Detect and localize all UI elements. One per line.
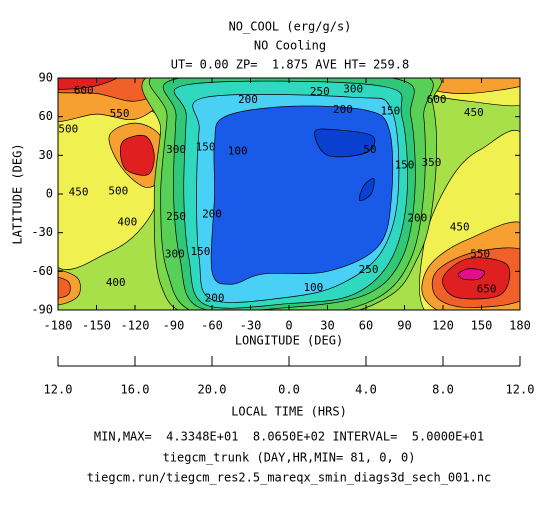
contour-label: 400 xyxy=(106,276,126,289)
contour-label: 50 xyxy=(363,143,376,156)
contour-label: 650 xyxy=(477,282,497,295)
contour-label: 150 xyxy=(395,159,415,172)
y-tick-label: -90 xyxy=(31,303,53,317)
contour-label: 200 xyxy=(407,211,427,224)
contour-label: 350 xyxy=(422,156,442,169)
lt-tick-label: 4.0 xyxy=(355,383,377,397)
contour-label: 600 xyxy=(427,93,447,106)
lt-tick-label: 12.0 xyxy=(506,383,535,397)
x-tick-label: 180 xyxy=(509,319,531,333)
contour-label: 100 xyxy=(228,144,248,157)
contour-label: 250 xyxy=(310,85,330,98)
contour-region xyxy=(119,134,155,176)
lt-tick-label: 20.0 xyxy=(198,383,227,397)
contour-label: 500 xyxy=(108,184,128,197)
contour-label: 250 xyxy=(166,210,186,223)
contour-label: 150 xyxy=(380,105,400,118)
contour-label: 300 xyxy=(343,83,363,96)
chart-info: UT= 0.00 ZP= 1.875 AVE HT= 259.8 xyxy=(171,58,409,72)
x-tick-label: 60 xyxy=(359,319,373,333)
lt-axis-label: LOCAL TIME (HRS) xyxy=(231,405,347,419)
contour-label: 550 xyxy=(110,107,130,120)
y-tick-label: -30 xyxy=(31,225,53,239)
x-axis-label: LONGITUDE (DEG) xyxy=(235,334,343,348)
y-tick-label: -60 xyxy=(31,264,53,278)
contour-label: 200 xyxy=(333,103,353,116)
contour-label: 300 xyxy=(166,143,186,156)
contour-region xyxy=(58,78,119,90)
contour-region xyxy=(457,268,485,281)
contour-field: 600 550 500 500 450 400 400 300 250 300 150 100 200 1… xyxy=(58,78,520,310)
contour-label: 150 xyxy=(196,141,216,154)
footer-line: tiegcm.run/tiegcm_res2.5_mareqx_smin_dia… xyxy=(87,471,492,485)
x-tick-label: 0 xyxy=(285,319,292,333)
footer-line: tiegcm_trunk (DAY,HR,MIN= 81, 0, 0) xyxy=(163,451,416,465)
lt-tick-label: 16.0 xyxy=(121,383,150,397)
y-tick-label: 90 xyxy=(39,71,53,85)
contour-label: 200 xyxy=(205,291,225,304)
y-tick-label: 60 xyxy=(39,109,53,123)
x-tick-label: -30 xyxy=(240,319,262,333)
contour-label: 500 xyxy=(58,123,78,136)
contour-label: 450 xyxy=(464,106,484,119)
x-tick-label: 90 xyxy=(397,319,411,333)
x-tick-label: -150 xyxy=(82,319,111,333)
footer-line: MIN,MAX= 4.3348E+01 8.0650E+02 INTERVAL=… xyxy=(94,430,484,444)
contour-label: 600 xyxy=(74,84,94,97)
contour-label: 100 xyxy=(303,281,323,294)
contour-label: 200 xyxy=(202,208,222,221)
contour-label: 400 xyxy=(117,215,137,228)
contour-label: 450 xyxy=(450,221,470,234)
contour-label: 200 xyxy=(238,93,258,106)
y-axis-label: LATITUDE (DEG) xyxy=(11,143,25,244)
contour-region xyxy=(358,178,375,202)
y-tick-label: 0 xyxy=(46,187,53,201)
contour-label: 300 xyxy=(165,248,185,261)
lt-tick-label: 0.0 xyxy=(278,383,300,397)
chart-subtitle: NO Cooling xyxy=(254,39,326,53)
contour-region xyxy=(58,276,71,299)
chart-title: NO_COOL (erg/g/s) xyxy=(229,20,352,34)
y-tick-label: 30 xyxy=(39,148,53,162)
contour-region xyxy=(314,128,376,158)
contour-label: 550 xyxy=(470,248,490,261)
contour-label: 150 xyxy=(191,245,211,258)
x-tick-label: -120 xyxy=(121,319,150,333)
contour-label: 450 xyxy=(69,186,89,199)
x-tick-label: -180 xyxy=(44,319,73,333)
lt-tick-label: 12.0 xyxy=(44,383,73,397)
x-tick-label: 120 xyxy=(432,319,454,333)
contour-label: 250 xyxy=(359,263,379,276)
x-tick-label: 30 xyxy=(320,319,334,333)
lt-tick-label: 8.0 xyxy=(432,383,454,397)
x-tick-label: -60 xyxy=(201,319,223,333)
x-tick-label: 150 xyxy=(471,319,493,333)
x-tick-label: -90 xyxy=(163,319,185,333)
